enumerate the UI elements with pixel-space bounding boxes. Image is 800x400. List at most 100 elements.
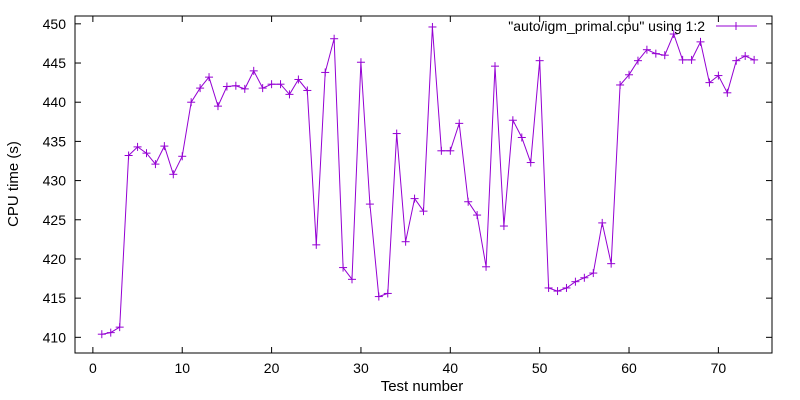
y-tick-labels: 410 415 420 425 430 435 440 445 450 xyxy=(43,16,67,345)
x-tick-label: 50 xyxy=(532,360,548,376)
y-tick-label: 440 xyxy=(43,94,67,110)
data-point xyxy=(106,328,115,337)
data-point xyxy=(294,75,303,84)
data-point xyxy=(124,151,133,160)
plot-frame xyxy=(74,15,773,354)
x-axis-label: Test number xyxy=(381,378,464,395)
legend-swatch-marker xyxy=(732,22,740,30)
data-point xyxy=(160,142,169,151)
data-point xyxy=(303,86,312,95)
data-point xyxy=(651,49,660,58)
axis-ticks xyxy=(75,16,772,353)
x-tick-label: 60 xyxy=(621,360,637,376)
data-point xyxy=(115,323,124,332)
x-tick-label: 30 xyxy=(353,360,369,376)
data-point xyxy=(339,263,348,272)
data-point xyxy=(365,200,374,209)
data-point xyxy=(660,51,669,60)
data-point xyxy=(589,269,598,278)
data-point xyxy=(276,80,285,89)
data-point xyxy=(348,275,357,284)
data-point xyxy=(633,56,642,65)
data-point xyxy=(580,273,589,282)
data-point xyxy=(482,262,491,271)
data-point xyxy=(562,283,571,292)
legend: "auto/igm_primal.cpu" using 1:2 xyxy=(508,18,757,34)
x-tick-label: 70 xyxy=(711,360,727,376)
data-point xyxy=(517,133,526,142)
y-tick-label: 410 xyxy=(43,329,67,345)
data-point xyxy=(222,82,231,91)
data-point xyxy=(410,194,419,203)
x-tick-label: 20 xyxy=(264,360,280,376)
data-point xyxy=(187,98,196,107)
data-point xyxy=(267,80,276,89)
data-point xyxy=(321,68,330,77)
data-point xyxy=(544,283,553,292)
data-point xyxy=(490,62,499,71)
data-point xyxy=(616,80,625,89)
data-point xyxy=(133,142,142,151)
data-point xyxy=(499,222,508,231)
data-point xyxy=(508,116,517,125)
data-point xyxy=(97,330,106,339)
data-point xyxy=(732,56,741,65)
data-point xyxy=(696,37,705,46)
data-point xyxy=(374,292,383,301)
data-point xyxy=(312,240,321,249)
data-point xyxy=(142,149,151,158)
data-point xyxy=(598,218,607,227)
legend-marker-plus xyxy=(732,22,740,30)
data-point xyxy=(625,70,634,79)
data-point xyxy=(705,78,714,87)
data-point xyxy=(169,170,178,179)
data-point xyxy=(446,146,455,155)
data-point xyxy=(258,84,267,93)
x-tick-label: 10 xyxy=(174,360,190,376)
data-point xyxy=(526,158,535,167)
data-point xyxy=(437,146,446,155)
data-point xyxy=(473,211,482,220)
y-axis-label: CPU time (s) xyxy=(5,141,22,227)
data-point xyxy=(571,277,580,286)
series-points xyxy=(97,22,759,339)
data-point xyxy=(330,34,339,43)
data-point xyxy=(356,58,365,67)
data-point xyxy=(750,55,759,64)
data-point xyxy=(205,73,214,82)
y-tick-label: 420 xyxy=(43,251,67,267)
data-point xyxy=(553,287,562,296)
data-point xyxy=(607,259,616,268)
data-point xyxy=(714,71,723,80)
data-point xyxy=(240,84,249,93)
data-point xyxy=(419,207,428,216)
data-point xyxy=(464,197,473,206)
legend-label: "auto/igm_primal.cpu" using 1:2 xyxy=(508,18,705,34)
x-tick-label: 40 xyxy=(443,360,459,376)
data-point xyxy=(642,45,651,54)
data-point xyxy=(383,289,392,298)
y-tick-label: 425 xyxy=(43,212,67,228)
data-point xyxy=(213,102,222,111)
y-tick-label: 435 xyxy=(43,133,67,149)
y-tick-label: 415 xyxy=(43,290,67,306)
series-line xyxy=(101,26,755,335)
data-point xyxy=(723,88,732,97)
data-point xyxy=(535,56,544,65)
y-tick-label: 430 xyxy=(43,173,67,189)
data-point xyxy=(428,22,437,31)
data-point xyxy=(151,160,160,169)
data-point xyxy=(249,66,258,75)
data-point xyxy=(687,55,696,64)
data-point xyxy=(285,90,294,99)
data-point xyxy=(678,55,687,64)
data-point xyxy=(455,119,464,128)
data-point xyxy=(196,84,205,93)
x-tick-label: 0 xyxy=(89,360,97,376)
y-tick-label: 445 xyxy=(43,55,67,71)
data-point xyxy=(741,51,750,60)
x-tick-labels: 0 10 20 30 40 50 60 70 xyxy=(89,360,726,376)
data-point xyxy=(231,81,240,90)
data-point xyxy=(178,152,187,161)
